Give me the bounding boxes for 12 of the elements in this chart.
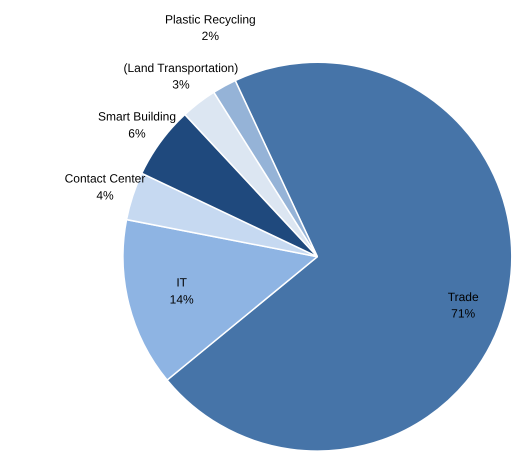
data-label: 4% [96, 188, 114, 202]
slice-label: Plastic Recycling [165, 12, 256, 26]
slice-label: Trade [448, 290, 479, 304]
slice-label: Contact Center [64, 172, 146, 186]
data-label: 6% [128, 126, 146, 140]
data-label: 14% [170, 292, 194, 306]
slice-label: Smart Building [98, 109, 176, 124]
slice-label: (Land Transportation) [123, 60, 238, 75]
data-label: 2% [202, 29, 220, 44]
slice-label: IT [176, 276, 188, 290]
data-label: 71% [451, 306, 476, 321]
data-label: 3% [172, 78, 190, 92]
